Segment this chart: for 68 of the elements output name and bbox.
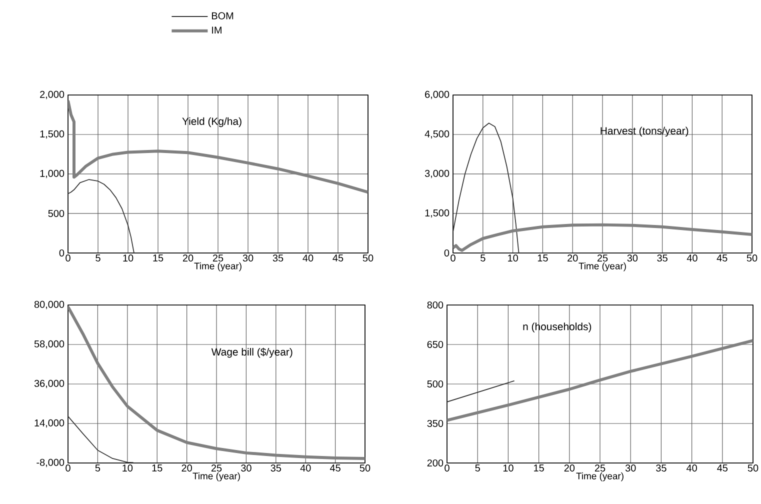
x-tick-label: 10 — [123, 254, 134, 262]
y-tick-label: 1,500 — [40, 130, 64, 139]
y-tick-label: 650 — [427, 340, 444, 348]
y-tick-label: 1,500 — [425, 209, 450, 218]
x-tick-label: 30 — [242, 254, 254, 262]
x-tick-label: 30 — [625, 464, 636, 472]
y-tick-label: 500 — [427, 380, 444, 388]
x-tick-label: 40 — [302, 254, 314, 262]
x-tick-label: 20 — [182, 464, 192, 472]
x-tick-label: 25 — [594, 464, 606, 472]
x-axis-title: Time (year) — [192, 472, 240, 482]
x-tick-label: 50 — [360, 464, 370, 472]
x-tick-label: 50 — [362, 254, 374, 262]
x-tick-label: 20 — [182, 254, 194, 262]
x-tick-label: 20 — [568, 254, 578, 262]
x-tick-label: 45 — [717, 464, 728, 472]
x-tick-label: 5 — [480, 254, 486, 262]
x-tick-label: 15 — [538, 254, 548, 262]
x-axis-title: Time (year) — [194, 262, 242, 272]
y-tick-label: 14,000 — [34, 419, 64, 428]
x-tick-label: 40 — [686, 464, 697, 472]
x-tick-label: 0 — [450, 254, 456, 262]
x-tick-label: 15 — [153, 254, 164, 262]
y-tick-label: 6,000 — [425, 90, 450, 100]
legend-label: BOM — [212, 12, 234, 20]
y-tick-label: 500 — [48, 210, 64, 218]
x-tick-label: 15 — [152, 464, 162, 472]
x-tick-label: 25 — [211, 464, 222, 472]
x-axis-title: Time (year) — [578, 262, 626, 272]
x-tick-label: 30 — [241, 464, 252, 472]
y-tick-label: 3,000 — [424, 170, 450, 178]
x-tick-label: 45 — [716, 254, 728, 262]
y-tick-label: 200 — [427, 459, 444, 467]
x-tick-label: 10 — [508, 254, 518, 262]
x-tick-label: 25 — [212, 254, 224, 262]
x-tick-label: 20 — [564, 464, 575, 472]
y-tick-label: 36,000 — [34, 380, 64, 388]
y-tick-label: 800 — [427, 301, 444, 309]
x-tick-label: 0 — [66, 464, 70, 472]
text: Yield (Kg/ha) — [182, 117, 242, 128]
x-tick-label: 30 — [627, 254, 638, 262]
x-tick-label: 5 — [95, 464, 100, 472]
x-tick-label: 40 — [300, 464, 311, 472]
x-tick-label: 0 — [66, 254, 70, 262]
x-tick-label: 25 — [597, 254, 608, 262]
x-tick-label: 35 — [657, 254, 668, 262]
x-tick-label: 40 — [686, 254, 698, 262]
x-tick-label: 45 — [332, 254, 344, 262]
x-tick-label: 5 — [96, 254, 100, 262]
x-tick-label: 10 — [122, 464, 133, 472]
legend-label: IM — [212, 26, 222, 34]
x-tick-label: 10 — [503, 464, 514, 472]
y-tick-label: 1,000 — [40, 170, 64, 178]
x-axis-title: Time (year) — [576, 472, 624, 482]
x-tick-label: 45 — [330, 464, 340, 472]
y-tick-label: 4,500 — [424, 130, 450, 139]
y-tick-label: 58,000 — [34, 340, 64, 349]
x-tick-label: 50 — [746, 254, 758, 262]
x-tick-label: 50 — [748, 464, 758, 472]
y-tick-label: 80,000 — [34, 300, 64, 310]
x-tick-label: 35 — [270, 464, 282, 472]
x-tick-label: 35 — [272, 254, 284, 262]
x-tick-label: 35 — [656, 464, 666, 472]
y-tick-label: -8,000 — [36, 458, 64, 468]
y-tick-label: 350 — [427, 420, 444, 428]
x-tick-label: 5 — [475, 464, 480, 472]
x-tick-label: 15 — [534, 464, 544, 472]
y-tick-label: 2,000 — [40, 90, 64, 100]
